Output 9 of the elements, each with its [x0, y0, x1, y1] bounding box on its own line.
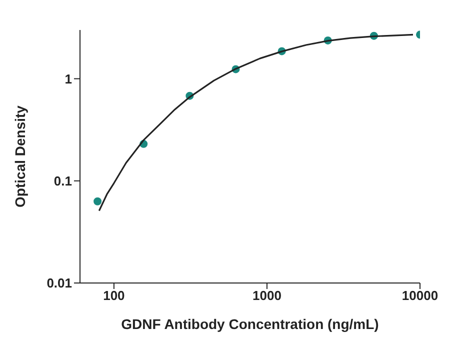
y-tick-label: 0.1	[54, 173, 72, 188]
y-tick-label: 0.01	[46, 276, 72, 291]
y-tick-label: 1	[64, 71, 72, 86]
x-tick-label: 100	[103, 288, 125, 304]
y-axis-title: Optical Density	[12, 105, 28, 208]
x-axis-title: GDNF Antibody Concentration (ng/mL)	[121, 316, 379, 332]
point	[94, 197, 102, 206]
x-tick-label: 10000	[402, 288, 438, 304]
x-tick-label: 1000	[252, 288, 282, 304]
